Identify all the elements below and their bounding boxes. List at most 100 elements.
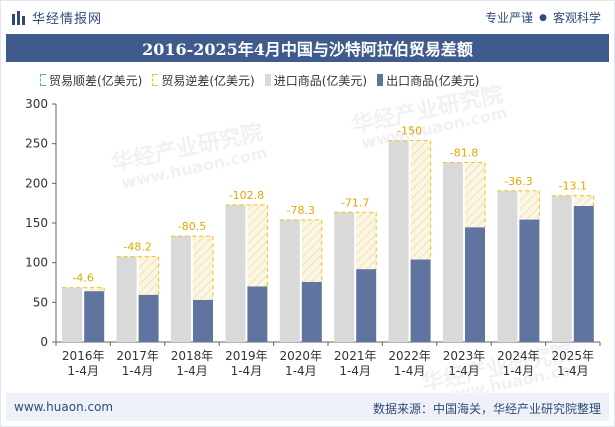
y-tick-label: 150 — [25, 216, 48, 230]
legend-export-label: 出口商品(亿美元) — [386, 73, 480, 88]
import-bar — [497, 190, 518, 342]
deficit-value-label: -80.5 — [178, 220, 206, 233]
legend-deficit-label: 贸易逆差(亿美元) — [161, 73, 255, 88]
slogan-right: 客观科学 — [552, 11, 601, 25]
deficit-box — [388, 139, 432, 260]
export-bar — [465, 227, 485, 342]
deficit-box — [497, 190, 540, 220]
brand-logo-icon — [12, 10, 25, 25]
y-tick-label: 50 — [33, 295, 48, 309]
y-tick-label: 300 — [25, 97, 48, 111]
footer: www.huaon.com 数据来源：中国海关，华经产业研究院整理 — [6, 393, 609, 421]
deficit-value-label: -36.3 — [504, 175, 532, 188]
x-tick-label: 2023年 — [443, 349, 486, 363]
x-tick-label: 1-4月 — [339, 364, 371, 378]
chart-legend: 贸易顺差(亿美元) 贸易逆差(亿美元) 进口商品(亿美元) 出口商品(亿美元) — [40, 70, 595, 90]
deficit-hatch — [356, 212, 377, 270]
deficit-box — [279, 219, 323, 282]
header-bar: 华经情报网 专业严谨 ● 客观科学 — [0, 0, 615, 34]
chart-area: 0 50 100 150 200 250 300 -4.6 2016年 1-4月 -48.2 2017… — [0, 92, 615, 392]
legend-import[interactable]: 进口商品(亿美元) — [264, 72, 368, 89]
export-bar — [138, 294, 159, 342]
x-tick-label: 1-4月 — [557, 364, 589, 378]
deficit-hatch — [301, 219, 322, 282]
deficit-hatch — [410, 140, 431, 260]
footer-url[interactable]: www.huaon.com — [14, 400, 114, 414]
legend-export[interactable]: 出口商品(亿美元) — [377, 72, 480, 89]
brand-name: 华经情报网 — [32, 12, 103, 27]
x-tick-label: 1-4月 — [285, 364, 317, 378]
deficit-value-label: -13.1 — [559, 180, 587, 193]
x-tick-label: 2025年 — [552, 349, 595, 363]
x-tick-label: 1-4月 — [231, 364, 263, 378]
import-bar — [443, 162, 463, 342]
import-bar — [62, 287, 83, 342]
deficit-hatch — [84, 287, 105, 292]
deficit-value-label: -4.6 — [72, 272, 93, 285]
export-bar — [356, 269, 377, 342]
deficit-value-label: -48.2 — [123, 241, 151, 254]
export-bar — [84, 291, 105, 342]
chart-title: 2016-2025年4月中国与沙特阿拉伯贸易差额 — [6, 34, 609, 62]
x-tick-label: 1-4月 — [394, 364, 426, 378]
deficit-box — [171, 235, 214, 300]
deficit-box — [551, 195, 595, 207]
legend-surplus-swatch — [40, 74, 46, 86]
x-tick-label: 2024年 — [497, 349, 540, 363]
x-tick-label: 1-4月 — [503, 364, 535, 378]
y-tick-label: 100 — [25, 256, 48, 270]
x-tick-label: 2022年 — [388, 349, 431, 363]
export-bar — [193, 299, 213, 342]
footer-source: 数据来源：中国海关，华经产业研究院整理 — [372, 402, 601, 416]
export-bar — [573, 206, 594, 342]
brand[interactable]: 华经情报网 — [12, 8, 102, 27]
deficit-value-label: -71.7 — [341, 196, 369, 209]
x-tick-label: 2017年 — [116, 349, 159, 363]
deficit-box — [116, 256, 160, 295]
legend-export-swatch — [377, 74, 384, 86]
deficit-box — [443, 161, 486, 228]
export-bar — [519, 219, 540, 342]
legend-import-swatch — [264, 74, 271, 86]
import-bar — [334, 212, 355, 342]
legend-surplus-label: 贸易顺差(亿美元) — [49, 73, 143, 88]
deficit-hatch — [519, 190, 540, 220]
deficit-hatch — [138, 256, 159, 295]
import-bar — [171, 236, 191, 342]
import-bar — [225, 204, 246, 342]
import-bar — [116, 256, 137, 342]
export-bar — [301, 281, 322, 342]
x-tick-label: 2018年 — [171, 349, 214, 363]
legend-surplus[interactable]: 贸易顺差(亿美元) — [40, 72, 142, 89]
x-tick-label: 1-4月 — [176, 364, 208, 378]
slogan-left: 专业严谨 — [485, 11, 534, 25]
deficit-hatch — [193, 236, 213, 300]
x-tick-label: 1-4月 — [122, 364, 154, 378]
x-tick-label: 1-4月 — [448, 364, 480, 378]
import-bar — [279, 219, 300, 342]
export-bar — [247, 286, 268, 342]
import-bar — [551, 195, 572, 342]
deficit-box — [225, 204, 268, 287]
deficit-value-label: -102.8 — [229, 189, 264, 202]
x-tick-label: 2020年 — [280, 349, 323, 363]
slogan: 专业严谨 ● 客观科学 — [485, 9, 601, 26]
deficit-box — [62, 287, 105, 292]
x-tick-label: 1-4月 — [67, 364, 99, 378]
legend-deficit[interactable]: 贸易逆差(亿美元) — [152, 72, 255, 89]
x-tick-label: 2019年 — [225, 349, 268, 363]
deficit-hatch — [247, 204, 268, 287]
x-tick-label: 2021年 — [334, 349, 377, 363]
deficit-hatch — [465, 162, 485, 228]
y-tick-label: 0 — [40, 335, 48, 349]
y-tick-label: 200 — [25, 176, 48, 190]
y-tick-label: 250 — [25, 137, 48, 151]
slogan-dot-icon: ● — [539, 12, 547, 23]
deficit-value-label: -78.3 — [287, 204, 315, 217]
legend-import-label: 进口商品(亿美元) — [273, 73, 368, 88]
x-tick-label: 2016年 — [62, 349, 105, 363]
deficit-value-label: -150 — [397, 124, 422, 137]
legend-deficit-swatch — [152, 74, 159, 86]
import-bar — [388, 140, 409, 342]
chart-svg: 050100150200250300-4.62016年1-4月-48.22017… — [25, 97, 601, 378]
